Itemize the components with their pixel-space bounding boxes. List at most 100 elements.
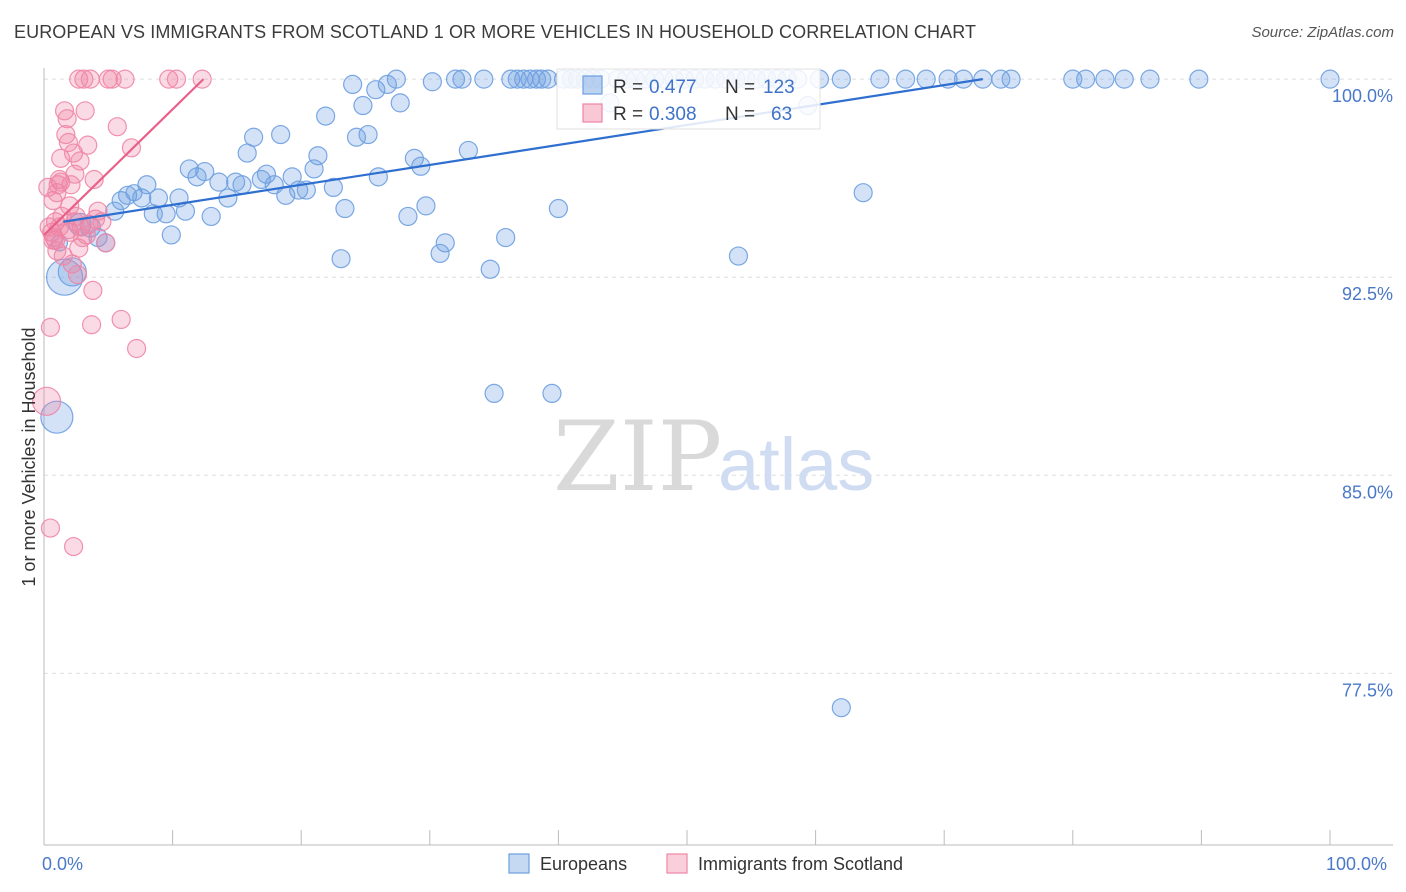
- stats-r-label-2: R =: [613, 104, 643, 125]
- europeans-point: [256, 164, 277, 184]
- watermark-atlas: atlas: [718, 423, 874, 506]
- europeans-point: [209, 172, 229, 192]
- scotland-point: [60, 196, 80, 216]
- europeans-point: [435, 233, 455, 253]
- scotland-point: [69, 69, 89, 89]
- europeans-point: [335, 198, 355, 219]
- europeans-point: [1320, 69, 1340, 89]
- europeans-point: [1095, 69, 1115, 89]
- stats-legend: R = 0.477 N = 123 R = 0.308 N = 63: [556, 68, 821, 130]
- europeans-point: [1001, 69, 1021, 89]
- europeans-point: [105, 201, 125, 221]
- scotland-point: [47, 241, 67, 261]
- scotland-point: [67, 264, 88, 285]
- europeans-point: [386, 69, 406, 89]
- europeans-point: [358, 124, 378, 145]
- watermark: ZIP atlas: [553, 401, 874, 513]
- europeans-point: [398, 206, 418, 227]
- stats-r-label-1: R =: [613, 77, 643, 98]
- europeans-point: [161, 225, 181, 245]
- y-tick-label: 92.5%: [1342, 284, 1393, 304]
- scotland-trend-line: [43, 78, 205, 236]
- scotland-point: [121, 138, 142, 158]
- europeans-point: [368, 167, 388, 187]
- scotland-point: [84, 169, 104, 190]
- europeans-point: [526, 69, 547, 89]
- europeans-point: [484, 383, 504, 403]
- europeans-point: [542, 383, 562, 403]
- scotland-point: [31, 386, 62, 416]
- europeans-point: [445, 69, 466, 89]
- legend-swatch-scotland: [666, 853, 688, 874]
- europeans-point: [548, 198, 569, 219]
- europeans-point: [896, 69, 916, 89]
- europeans-point: [271, 124, 291, 145]
- europeans-point: [416, 196, 436, 216]
- scotland-point: [76, 225, 97, 245]
- europeans-point: [728, 246, 749, 266]
- scotland-point: [111, 309, 131, 330]
- stats-legend-frame: [556, 68, 821, 130]
- bottom-legend: Europeans Immigrants from Scotland: [508, 853, 903, 874]
- europeans-point: [117, 185, 138, 205]
- europeans-point: [353, 95, 373, 116]
- scotland-point: [40, 317, 61, 337]
- europeans-point: [991, 69, 1011, 89]
- europeans-point: [430, 243, 450, 264]
- europeans-point: [366, 80, 386, 100]
- watermark-zip: ZIP: [553, 401, 722, 513]
- europeans-point: [532, 69, 552, 89]
- scotland-point: [166, 69, 187, 89]
- europeans-trend-line: [63, 78, 983, 223]
- scotland-point: [63, 536, 84, 557]
- y-axis-label: 1 or more Vehicles in Household: [19, 327, 39, 586]
- legend-swatch-europeans: [508, 853, 530, 874]
- europeans-point: [316, 106, 336, 126]
- europeans-point: [496, 227, 516, 248]
- europeans-point: [40, 400, 74, 434]
- europeans-point: [422, 72, 442, 92]
- scotland-points: [31, 69, 212, 557]
- stats-n-value-1: 123: [763, 77, 795, 98]
- stats-n-label-1: N =: [725, 77, 755, 98]
- europeans-point: [179, 159, 199, 179]
- x-tick-label-min: 0.0%: [42, 854, 83, 874]
- scotland-point: [56, 124, 76, 145]
- europeans-point: [244, 127, 264, 147]
- europeans-point: [331, 249, 351, 269]
- x-ticks: [172, 830, 1331, 845]
- stats-swatch-pink: [582, 103, 603, 123]
- stats-n-label-2: N =: [725, 104, 755, 125]
- x-tick-labels: 0.0% 100.0%: [42, 854, 1387, 874]
- stats-r-value-1: 0.477: [649, 77, 697, 98]
- scotland-point: [96, 233, 116, 253]
- legend-label-europeans: Europeans: [540, 854, 627, 874]
- scotland-point: [51, 172, 71, 192]
- europeans-point: [323, 177, 343, 198]
- x-tick-label-max: 100.0%: [1326, 854, 1387, 874]
- source-label: Source: ZipAtlas.com: [1251, 24, 1394, 41]
- europeans-point: [377, 74, 397, 95]
- europeans-point: [916, 69, 936, 89]
- europeans-point: [458, 140, 478, 161]
- scotland-point: [107, 117, 127, 137]
- stats-n-value-2: 63: [771, 104, 792, 125]
- scotland-point: [54, 101, 75, 121]
- scotland-point: [126, 338, 147, 359]
- scotland-point: [38, 177, 58, 198]
- europeans-point: [480, 259, 500, 279]
- y-tick-label: 100.0%: [1332, 86, 1393, 106]
- scotland-point: [57, 109, 77, 129]
- scotland-point: [81, 315, 102, 335]
- europeans-point: [474, 69, 494, 89]
- scotland-point: [58, 132, 79, 153]
- europeans-point: [137, 175, 157, 195]
- scotland-point: [51, 148, 71, 168]
- europeans-point: [111, 191, 131, 211]
- legend-label-scotland: Immigrants from Scotland: [698, 854, 903, 874]
- scotland-point: [75, 101, 95, 121]
- europeans-point: [831, 69, 851, 89]
- y-tick-label: 77.5%: [1342, 680, 1393, 700]
- scotland-point: [83, 280, 103, 301]
